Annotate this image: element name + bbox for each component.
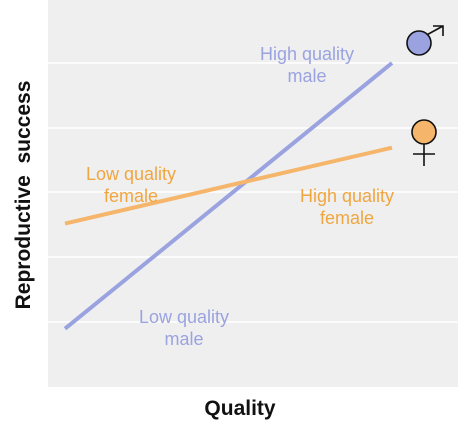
high-quality-female-label-line: female	[320, 208, 374, 228]
high-quality-male-label-line: male	[287, 66, 326, 86]
female-series-line	[64, 145, 393, 226]
symbol-layer	[406, 25, 444, 166]
low-quality-female-label: Low quality female	[86, 164, 176, 206]
low-quality-male-label-line: male	[164, 329, 203, 349]
low-quality-female-label-line: Low quality	[86, 164, 176, 184]
high-quality-male-label: High quality male	[260, 44, 354, 86]
low-quality-male-label: Low quality male	[139, 307, 229, 349]
male-symbol-icon	[406, 25, 444, 56]
female-symbol-icon	[411, 119, 437, 166]
series-layer	[63, 61, 394, 331]
low-quality-female-label-line: female	[104, 186, 158, 206]
high-quality-female-label-line: High quality	[300, 186, 394, 206]
low-quality-male-label-line: Low quality	[139, 307, 229, 327]
y-axis-title: Reproductive success	[12, 81, 35, 310]
high-quality-male-label-line: High quality	[260, 44, 354, 64]
male-series-line	[63, 61, 394, 331]
x-axis-title: Quality	[204, 397, 276, 420]
high-quality-female-label: High quality female	[300, 186, 394, 228]
